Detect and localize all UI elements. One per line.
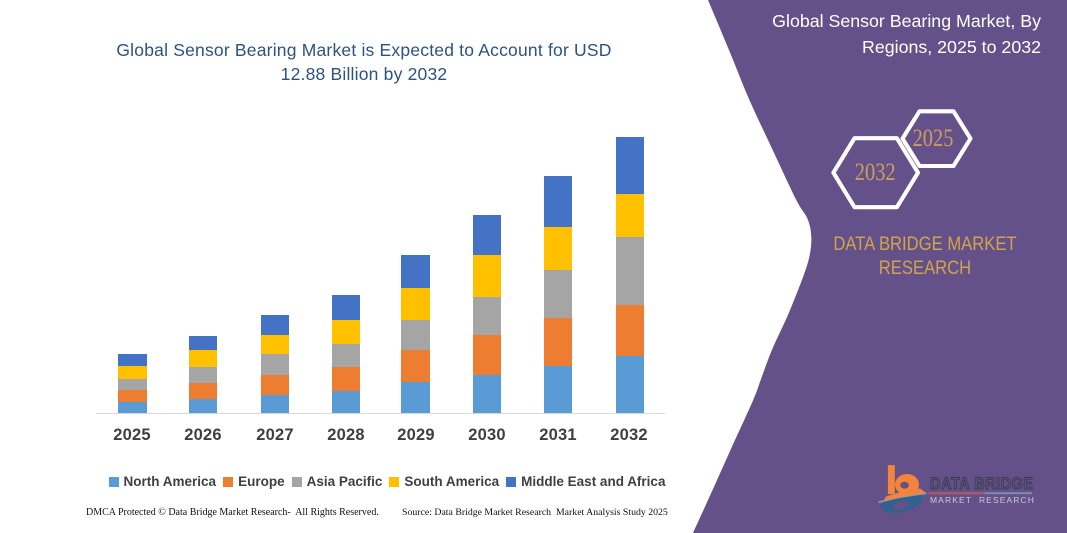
- svg-text:DATA BRIDGE: DATA BRIDGE: [930, 475, 1033, 493]
- svg-text:2025: 2025: [913, 123, 954, 152]
- svg-text:MARKET RESEARCH: MARKET RESEARCH: [930, 495, 1035, 505]
- svg-text:2032: 2032: [855, 157, 896, 186]
